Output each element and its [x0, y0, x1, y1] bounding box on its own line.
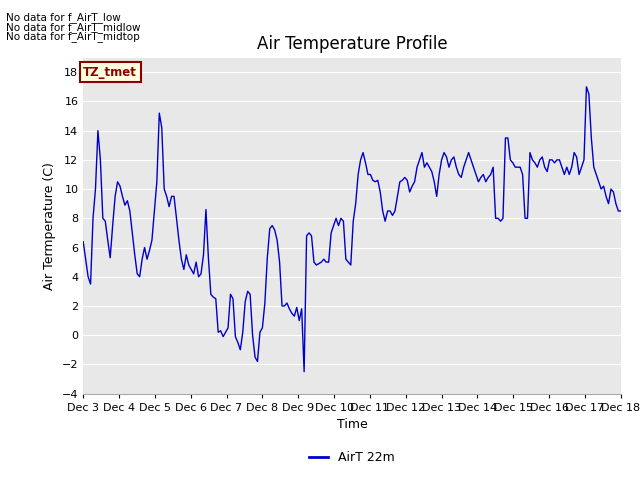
- Text: TZ_tmet: TZ_tmet: [83, 66, 137, 79]
- Title: Air Temperature Profile: Air Temperature Profile: [257, 35, 447, 53]
- Text: No data for f_AirT_midtop: No data for f_AirT_midtop: [6, 31, 140, 42]
- Y-axis label: Air Termperature (C): Air Termperature (C): [44, 162, 56, 289]
- Legend: AirT 22m: AirT 22m: [304, 446, 400, 469]
- Text: No data for f_AirT_midlow: No data for f_AirT_midlow: [6, 22, 141, 33]
- Text: No data for f_AirT_low: No data for f_AirT_low: [6, 12, 121, 23]
- X-axis label: Time: Time: [337, 418, 367, 431]
